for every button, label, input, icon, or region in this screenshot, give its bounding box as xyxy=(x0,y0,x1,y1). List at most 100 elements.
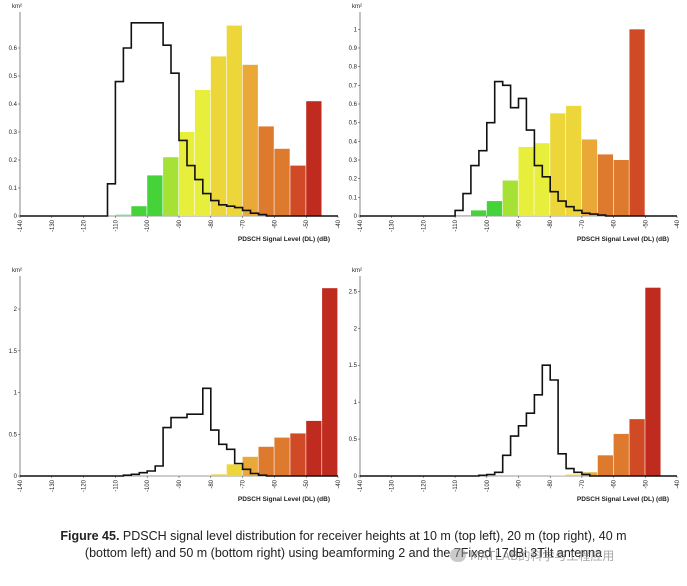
y-tick-label: 0 xyxy=(354,214,358,220)
x-tick-label: -60 xyxy=(612,219,618,228)
histogram-bar xyxy=(566,474,582,476)
y-tick-label: 0 xyxy=(354,474,358,480)
y-tick-label: 2 xyxy=(354,326,358,332)
reference-step-line-10m xyxy=(20,22,338,217)
figure-label: Figure 45. xyxy=(60,529,120,543)
y-tick-label: 0.3 xyxy=(9,130,18,136)
x-tick-label: -110 xyxy=(453,479,459,491)
y-tick-label: 0.8 xyxy=(349,65,358,71)
histogram-bar xyxy=(226,464,242,476)
x-tick-label: -120 xyxy=(421,219,427,232)
x-tick-label: -80 xyxy=(548,479,554,488)
x-axis-label: PDSCH Signal Level (DL) (dB) xyxy=(577,496,669,503)
histogram-bar xyxy=(550,113,566,216)
histogram-bar xyxy=(115,214,131,216)
y-tick-label: 0.3 xyxy=(349,158,358,164)
y-tick-label: 0.2 xyxy=(9,158,18,164)
histogram-bar xyxy=(274,148,290,216)
x-tick-label: -110 xyxy=(113,479,119,491)
y-tick-label: 0.1 xyxy=(349,195,358,201)
x-tick-label: -130 xyxy=(50,219,56,232)
y-tick-label: 0.4 xyxy=(349,139,358,145)
histogram-bar xyxy=(597,154,613,216)
x-tick-label: -100 xyxy=(485,219,491,232)
x-tick-label: -90 xyxy=(177,219,183,228)
y-tick-label: 1 xyxy=(14,391,18,397)
y-tick-label: 2 xyxy=(14,307,18,313)
x-tick-label: -110 xyxy=(113,219,119,231)
y-tick-label: 0.6 xyxy=(9,46,18,52)
x-tick-label: -80 xyxy=(548,219,554,228)
histogram-bar xyxy=(613,433,629,476)
histogram-bar xyxy=(258,126,274,216)
x-tick-label: -50 xyxy=(304,479,310,488)
figure-caption: Figure 45. PDSCH signal level distributi… xyxy=(60,528,627,562)
x-tick-label: -140 xyxy=(18,479,24,492)
histogram-40m: km² 0 0.5 1 1.5 2 -140 -130 -120 -110 -100 -90 -80 -7… xyxy=(9,268,342,503)
wechat-icon xyxy=(450,548,466,562)
histogram-bar xyxy=(322,288,338,476)
histogram-bar xyxy=(242,456,258,476)
y-unit-label: km² xyxy=(352,4,362,10)
histogram-bar xyxy=(242,64,258,216)
histogram-20m: km² 0 0.1 0.2 0.3 0.4 0.5 0.6 0.7 0.8 0.9 1 -140 -130… xyxy=(349,4,681,243)
x-tick-label: -120 xyxy=(82,219,88,232)
y-tick-label: 1.5 xyxy=(349,363,358,369)
x-tick-label: -140 xyxy=(358,219,364,232)
histogram-bar xyxy=(455,215,471,216)
x-tick-label: -40 xyxy=(336,219,342,228)
x-tick-label: -140 xyxy=(358,479,364,492)
histogram-bar xyxy=(131,206,147,216)
y-tick-label: 0.1 xyxy=(9,186,18,192)
x-tick-label: -60 xyxy=(272,219,278,228)
y-tick-label: 0.5 xyxy=(9,74,18,80)
histogram-bar xyxy=(210,474,227,476)
histogram-bar xyxy=(518,146,534,216)
y-tick-label: 0.9 xyxy=(349,46,358,52)
x-tick-label: -40 xyxy=(675,219,681,228)
x-tick-label: -40 xyxy=(675,479,681,488)
histogram-bar xyxy=(306,420,322,476)
x-tick-label: -110 xyxy=(453,219,459,231)
y-tick-label: 0.5 xyxy=(349,437,358,443)
x-tick-label: -90 xyxy=(517,219,523,228)
x-tick-label: -140 xyxy=(18,219,24,232)
histogram-bar xyxy=(581,139,598,216)
chart-panel-top-right: km² 0 0.1 0.2 0.3 0.4 0.5 0.6 0.7 0.8 0.9 1 -140 -130… xyxy=(343,0,687,262)
histogram-bar xyxy=(486,201,503,216)
histogram-bar xyxy=(645,287,661,476)
x-tick-label: -70 xyxy=(580,479,586,488)
y-tick-label: 0 xyxy=(14,214,18,220)
y-tick-label: 0.6 xyxy=(349,102,358,108)
y-unit-label: km² xyxy=(12,268,22,274)
histogram-bar xyxy=(597,455,613,476)
histogram-bar xyxy=(226,25,242,216)
y-tick-label: 1 xyxy=(354,27,358,33)
x-tick-label: -80 xyxy=(209,479,215,488)
x-axis-label: PDSCH Signal Level (DL) (dB) xyxy=(238,236,330,243)
x-tick-label: -130 xyxy=(390,479,396,492)
x-tick-label: -50 xyxy=(304,219,310,228)
histogram-bar xyxy=(306,101,322,216)
watermark-text: MATLAB的科学与工程应用 xyxy=(470,548,615,563)
x-tick-label: -60 xyxy=(272,479,278,488)
y-tick-label: 0.2 xyxy=(349,177,358,183)
histogram-bar xyxy=(290,433,306,476)
histogram-bar xyxy=(179,132,195,216)
x-tick-label: -40 xyxy=(336,479,342,488)
y-tick-label: 2.5 xyxy=(349,289,358,295)
chart-panel-top-left: km² 0 0.1 0.2 0.3 0.4 0.5 0.6 -140 -130 -120 -110 -1… xyxy=(0,0,343,262)
histogram-bar xyxy=(613,160,629,216)
y-tick-label: 0 xyxy=(14,474,18,480)
histogram-bar xyxy=(147,175,163,216)
x-tick-label: -100 xyxy=(485,479,491,492)
x-tick-label: -100 xyxy=(145,479,151,492)
histogram-bar xyxy=(534,143,550,216)
y-unit-label: km² xyxy=(352,268,362,274)
x-tick-label: -70 xyxy=(580,219,586,228)
x-tick-label: -130 xyxy=(390,219,396,232)
y-unit-label: km² xyxy=(12,4,22,10)
histogram-bar xyxy=(274,437,290,476)
x-tick-label: -130 xyxy=(50,479,56,492)
histogram-bar xyxy=(290,165,306,216)
